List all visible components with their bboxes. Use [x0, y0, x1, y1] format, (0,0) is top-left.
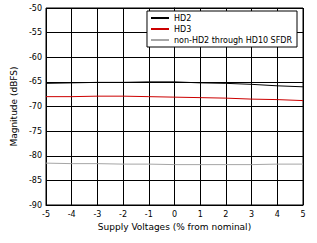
svg-text:-90: -90	[29, 201, 42, 210]
svg-text:HD3: HD3	[174, 25, 191, 34]
svg-text:-55: -55	[29, 28, 42, 37]
svg-text:-5: -5	[42, 210, 50, 219]
svg-text:-75: -75	[29, 127, 42, 136]
svg-text:2: 2	[223, 210, 228, 219]
svg-text:-50: -50	[29, 4, 42, 13]
svg-text:0: 0	[172, 210, 177, 219]
svg-text:-60: -60	[29, 53, 42, 62]
svg-text:Magnitude (dBFS): Magnitude (dBFS)	[9, 66, 19, 146]
svg-text:-85: -85	[29, 176, 42, 185]
svg-text:-80: -80	[29, 151, 42, 160]
svg-text:HD2: HD2	[174, 14, 191, 23]
svg-text:-65: -65	[29, 77, 42, 86]
svg-text:-70: -70	[29, 102, 42, 111]
svg-text:5: 5	[300, 210, 305, 219]
svg-text:non-HD2 through HD10 SFDR: non-HD2 through HD10 SFDR	[174, 36, 292, 45]
svg-text:3: 3	[249, 210, 254, 219]
svg-text:-2: -2	[119, 210, 127, 219]
svg-text:-1: -1	[145, 210, 153, 219]
svg-text:Supply Voltages (% from nomina: Supply Voltages (% from nominal)	[98, 222, 251, 232]
svg-text:1: 1	[198, 210, 203, 219]
svg-text:-3: -3	[93, 210, 101, 219]
svg-text:4: 4	[275, 210, 280, 219]
svg-text:-4: -4	[68, 210, 76, 219]
